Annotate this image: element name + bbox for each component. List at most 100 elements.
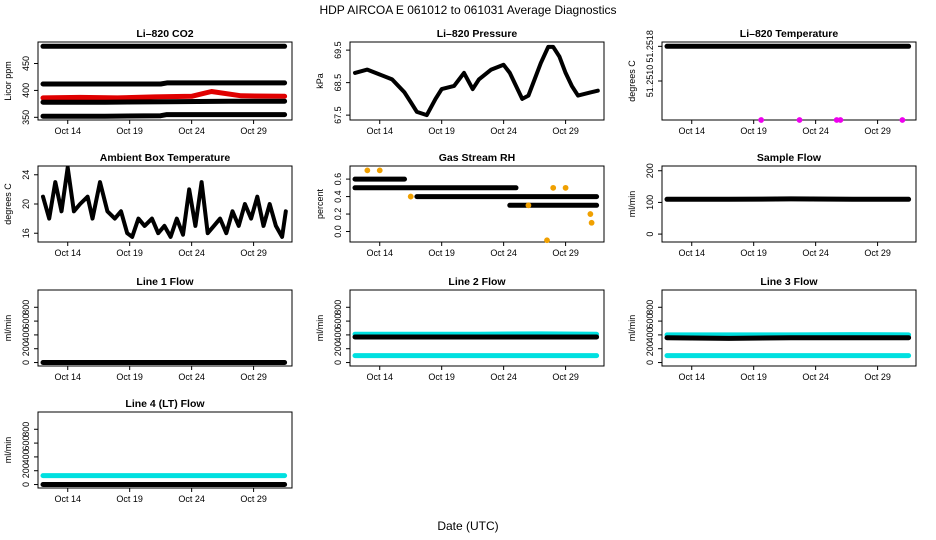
data-point (136, 217, 140, 221)
data-point (103, 483, 107, 487)
y-tick-label: 800 (333, 300, 343, 315)
y-tick-label: 400 (645, 327, 655, 342)
plot-frame (37, 41, 293, 121)
data-point (237, 224, 241, 228)
data-point (544, 237, 550, 244)
y-axis-label: ml/min (627, 191, 637, 218)
data-point (727, 354, 731, 358)
x-tick-label: Oct 24 (178, 372, 205, 382)
series-reference-tank-mid (40, 80, 288, 87)
x-tick-label: Oct 29 (864, 372, 891, 382)
data-point (789, 336, 793, 340)
panel-title: Li–820 CO2 (136, 28, 193, 40)
data-point (41, 100, 45, 104)
y-axis-label: ml/min (3, 315, 13, 342)
data-point (727, 197, 731, 201)
data-point (452, 186, 456, 190)
data-point (588, 90, 592, 94)
x-tick-label: Oct 14 (678, 372, 705, 382)
data-point (190, 94, 194, 98)
panel-title: Li–820 Pressure (437, 28, 518, 40)
data-point (249, 217, 253, 221)
data-point (665, 336, 669, 340)
data-point (165, 483, 169, 487)
data-point (78, 95, 82, 99)
x-tick-label: Oct 29 (552, 126, 579, 136)
data-point (113, 217, 117, 221)
data-point (508, 71, 512, 75)
series-trace (40, 98, 288, 105)
data-point (557, 55, 561, 59)
data-point (727, 336, 731, 340)
data-point (907, 336, 911, 340)
plot-frame (661, 165, 917, 243)
y-tick-label: 0.0 (333, 225, 343, 238)
panel-sample_flow: Sample Flow ml/min 0 100 200 Oct 14 Oct 19 Oct … (627, 152, 917, 258)
data-point (130, 235, 134, 239)
x-tick-label: Oct 14 (54, 248, 81, 258)
x-tick-label: Oct 14 (54, 494, 81, 504)
y-axis-label: kPa (315, 73, 325, 89)
data-point (152, 95, 156, 99)
panel-rh: Gas Stream RH percent 0.0 0.2 0.4 0.6 Oct 14 Oc… (315, 152, 605, 258)
data-point (155, 474, 159, 478)
data-point (520, 97, 524, 101)
data-point (508, 203, 512, 207)
data-point (403, 186, 407, 190)
data-point (283, 113, 287, 117)
data-point (665, 44, 669, 48)
data-point (415, 335, 419, 339)
series-rh-level-0.6 (352, 176, 407, 182)
data-point (562, 184, 569, 191)
data-point (576, 94, 580, 98)
data-point (255, 195, 259, 199)
y-tick-label: 600 (333, 314, 343, 329)
data-point (169, 235, 173, 239)
x-tick-label: Oct 19 (740, 248, 767, 258)
x-tick-label: Oct 24 (178, 248, 205, 258)
data-point (103, 82, 107, 86)
data-point (283, 99, 287, 103)
x-tick-label: Oct 14 (678, 248, 705, 258)
data-point (41, 96, 45, 100)
data-point (899, 117, 906, 123)
y-axis-label: ml/min (315, 315, 325, 342)
data-point (98, 180, 102, 184)
series-reference-tank-high (40, 43, 288, 49)
data-point (283, 81, 287, 85)
data-point (425, 113, 429, 117)
x-tick-label: Oct 14 (54, 372, 81, 382)
y-tick-label: 400 (21, 327, 31, 342)
data-point (162, 224, 166, 228)
data-point (103, 44, 107, 48)
panel-licor_temp: Li–820 Temperature degrees C 51.2510 51.251… (627, 28, 917, 136)
x-tick-label: Oct 24 (802, 126, 829, 136)
x-tick-label: Oct 19 (740, 126, 767, 136)
series-line-2-flow-low (352, 353, 600, 359)
data-point (353, 354, 357, 358)
panel-co2: Li–820 CO2 Licor ppm 350 400 450 Oct 14 Oct 19… (3, 28, 293, 136)
data-point (514, 84, 518, 88)
y-tick-label: 0.6 (333, 173, 343, 186)
y-tick-label: 600 (21, 436, 31, 451)
data-point (86, 195, 90, 199)
x-tick-label: Oct 29 (864, 248, 891, 258)
data-point (224, 231, 228, 235)
series-rh-level-0.3 (507, 202, 600, 208)
data-point (415, 195, 419, 199)
y-tick-label: 800 (21, 422, 31, 437)
data-point (243, 202, 247, 206)
y-tick-label: 200 (21, 463, 31, 478)
data-point (115, 96, 119, 100)
x-tick-label: Oct 19 (116, 372, 143, 382)
y-axis-label: ml/min (627, 315, 637, 342)
data-point (551, 203, 555, 207)
data-point (212, 224, 216, 228)
data-point (570, 84, 574, 88)
data-point (162, 474, 166, 478)
data-point (284, 209, 288, 213)
data-point (851, 336, 855, 340)
data-point (227, 361, 231, 365)
y-tick-label: 200 (333, 341, 343, 356)
series-reference-tank-low-mid (40, 98, 288, 105)
